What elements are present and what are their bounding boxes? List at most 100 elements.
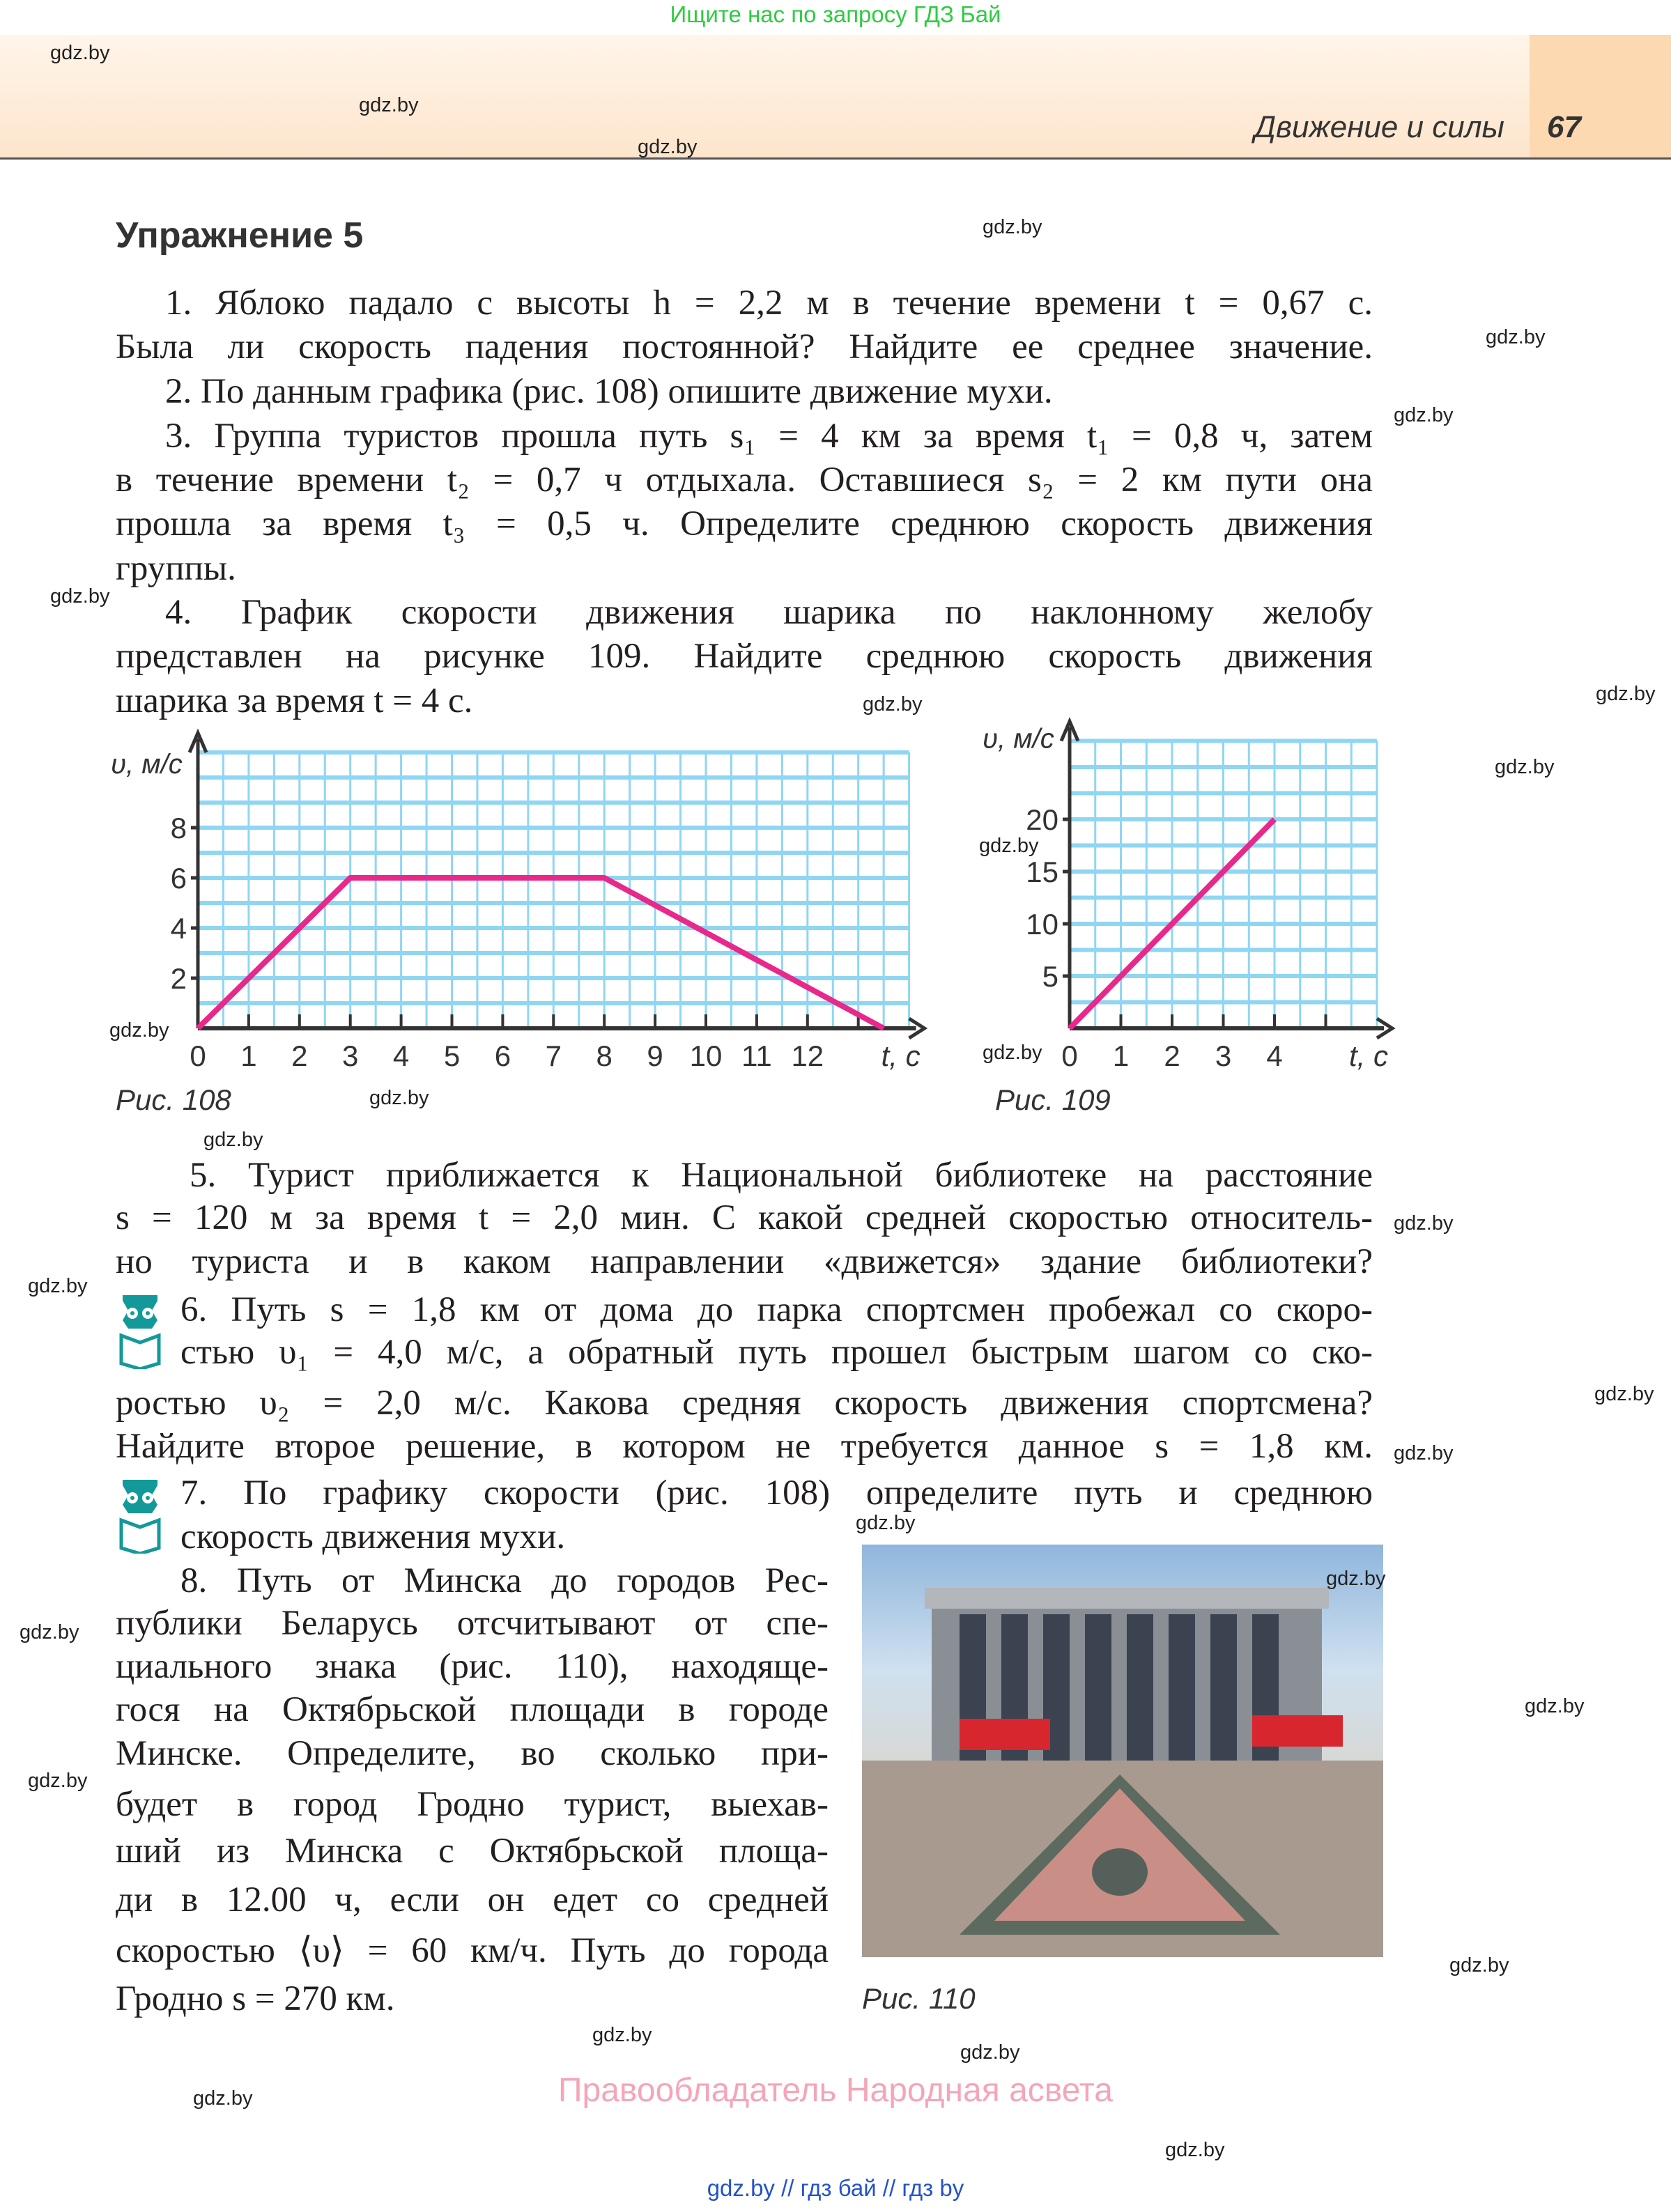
- watermark: gdz.by: [1596, 683, 1656, 705]
- x-tick-label: 1: [1113, 1039, 1129, 1072]
- x-axis-arrow: [1376, 1016, 1396, 1040]
- text-line: 5. Турист приближается к Национальной би…: [190, 1156, 1373, 1195]
- x-tick-label: 6: [495, 1039, 511, 1072]
- figure-caption-110: Рис. 110: [862, 1982, 976, 2015]
- watermark: gdz.by: [28, 1770, 88, 1792]
- watermark: gdz.by: [50, 42, 110, 64]
- text-line: представлен на рисунке 109. Найдите сред…: [116, 637, 1373, 676]
- y-tick-label: 15: [1026, 856, 1058, 888]
- exercise-title: Упражнение 5: [116, 215, 364, 256]
- x-axis-label: t, с: [881, 1039, 921, 1072]
- y-axis-label: υ, м/с: [111, 749, 183, 780]
- x-tick-label: 0: [190, 1039, 206, 1072]
- text-line: скорость движения мухи.: [180, 1517, 566, 1556]
- text-line: шарика за время t = 4 с.: [116, 681, 473, 720]
- watermark: gdz.by: [109, 1019, 169, 1042]
- watermark: gdz.by: [1394, 1212, 1454, 1235]
- text-line: группы.: [116, 549, 236, 588]
- header-divider: [0, 157, 1671, 160]
- x-axis-arrow: [908, 1016, 928, 1040]
- text-line: 8. Путь от Минска до городов Рес-: [180, 1561, 829, 1600]
- section-title: Движение и силы: [1254, 110, 1504, 144]
- x-tick-label: 7: [546, 1039, 562, 1072]
- text-line: будет в город Гродно турист, выехав-: [116, 1785, 829, 1824]
- watermark: gdz.by: [979, 835, 1039, 857]
- x-tick-label: 9: [647, 1039, 663, 1072]
- watermark: gdz.by: [1394, 1442, 1454, 1464]
- velocity-line: [1068, 817, 1277, 1030]
- text-line: ростью υ₂ = 2,0 м/с. Какова средняя скор…: [116, 1384, 1373, 1423]
- x-tick-label: 0: [1061, 1039, 1077, 1072]
- velocity-line: [196, 875, 886, 1031]
- watermark: gdz.by: [1449, 1954, 1509, 1977]
- page-number-box: [1530, 35, 1671, 157]
- watermark: gdz.by: [369, 1087, 429, 1109]
- text-line: циального знака (рис. 110), находяще-: [116, 1647, 829, 1686]
- x-tick-label: 3: [342, 1039, 358, 1072]
- watermark: gdz.by: [359, 94, 419, 116]
- x-tick-label: 4: [1266, 1039, 1282, 1072]
- owl-book-icon: [117, 1292, 163, 1371]
- text-line: s = 120 м за время t = 2,0 мин. С какой …: [116, 1198, 1373, 1237]
- text-line: 6. Путь s = 1,8 км от дома до парка спор…: [180, 1290, 1373, 1329]
- y-tick-label: 2: [171, 962, 187, 995]
- header-band: [0, 35, 1530, 157]
- owl-book-icon: [117, 1477, 163, 1556]
- text-line: Минске. Определите, во сколько при-: [116, 1734, 829, 1773]
- y-tick-label: 8: [171, 812, 187, 844]
- x-tick-label: 3: [1215, 1039, 1231, 1072]
- text-line: ший из Минска с Октябрьской площа-: [116, 1832, 829, 1871]
- watermark: gdz.by: [28, 1275, 88, 1297]
- x-tick-label: 12: [791, 1039, 824, 1072]
- text-line: но туриста и в каком направлении «движет…: [116, 1242, 1373, 1281]
- watermark: gdz.by: [20, 1621, 79, 1643]
- x-tick-label: 1: [240, 1039, 256, 1072]
- watermark: gdz.by: [1594, 1383, 1654, 1405]
- text-line: гося на Октябрьской площади в городе: [116, 1690, 829, 1729]
- y-tick-label: 6: [171, 862, 187, 895]
- watermark: gdz.by: [983, 1042, 1042, 1064]
- x-tick-label: 10: [690, 1039, 723, 1072]
- text-line: Была ли скорость падения постоянной? Най…: [116, 327, 1373, 366]
- watermark: gdz.by: [50, 585, 110, 608]
- text-line: в течение времени t₂ = 0,7 ч отдыхала. О…: [116, 461, 1373, 500]
- watermark: gdz.by: [1486, 326, 1546, 348]
- y-axis-label: υ, м/с: [983, 724, 1054, 755]
- x-tick-label: 11: [741, 1039, 772, 1072]
- figure-caption-108: Рис. 108: [116, 1083, 231, 1116]
- watermark: gdz.by: [960, 2041, 1020, 2064]
- text-line: стью υ₁ = 4,0 м/с, а обратный путь проше…: [180, 1333, 1373, 1372]
- watermark: gdz.by: [1326, 1568, 1386, 1590]
- top-note: Ищите нас по запросу ГДЗ Бай: [670, 1, 1001, 27]
- watermark: gdz.by: [983, 216, 1042, 238]
- x-tick-label: 2: [291, 1039, 307, 1072]
- watermark: gdz.by: [1165, 2139, 1225, 2161]
- text-line: 4. График скорости движения шарика по на…: [165, 593, 1373, 632]
- text-line: 7. По графику скорости (рис. 108) опреде…: [180, 1474, 1373, 1513]
- watermark: gdz.by: [193, 2087, 253, 2110]
- y-tick-label: 5: [1042, 960, 1058, 993]
- text-line: ди в 12.00 ч, если он едет со средней: [116, 1880, 829, 1919]
- figure-caption-109: Рис. 109: [995, 1083, 1111, 1116]
- text-line: публики Беларусь отсчитывают от спе-: [116, 1604, 829, 1643]
- x-axis-label: t, с: [1349, 1039, 1388, 1072]
- text-line: 2. По данным графика (рис. 108) опишите …: [165, 372, 1053, 411]
- page-number: 67: [1547, 110, 1581, 144]
- footer-links[interactable]: gdz.by // гдз бай // гдз by: [707, 2175, 964, 2201]
- text-line: 3. Группа туристов прошла путь s₁ = 4 км…: [165, 417, 1373, 456]
- watermark: gdz.by: [592, 2024, 652, 2046]
- library-photo: [862, 1545, 1383, 1957]
- text-line: Гродно s = 270 км.: [116, 1979, 395, 2018]
- watermark: gdz.by: [203, 1129, 263, 1151]
- text-line: Найдите второе решение, в котором не тре…: [116, 1427, 1373, 1466]
- watermark: gdz.by: [1495, 756, 1555, 778]
- y-axis-arrow: [1059, 717, 1080, 742]
- text-line: скоростью ⟨υ⟩ = 60 км/ч. Путь до города: [116, 1931, 829, 1970]
- watermark: gdz.by: [863, 693, 923, 716]
- y-tick-label: 20: [1026, 803, 1058, 836]
- x-tick-label: 2: [1164, 1039, 1180, 1072]
- watermark: gdz.by: [638, 136, 698, 158]
- text-line: прошла за время t₃ = 0,5 ч. Определите с…: [116, 504, 1373, 543]
- y-tick-label: 10: [1026, 908, 1058, 941]
